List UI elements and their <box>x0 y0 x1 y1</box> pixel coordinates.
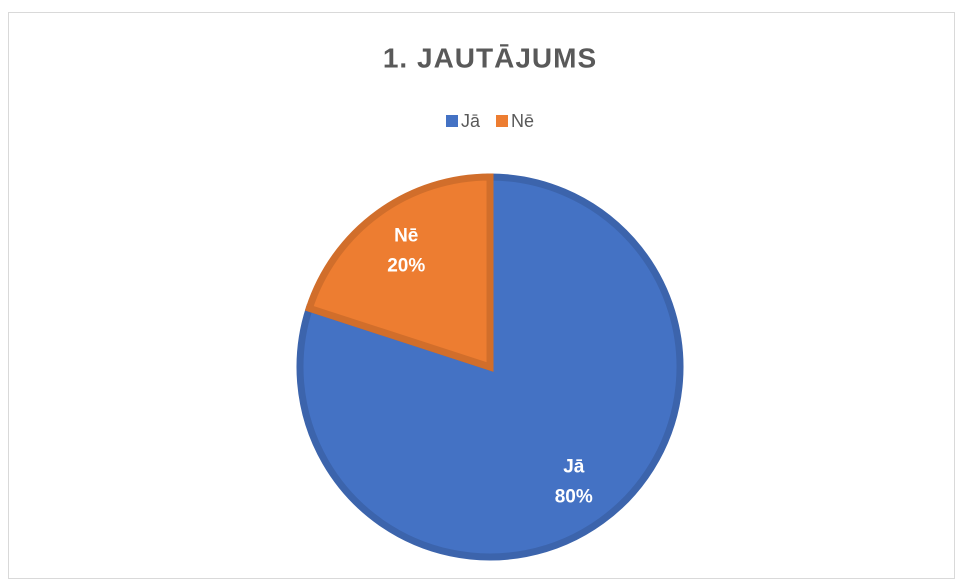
chart-title: 1. JAUTĀJUMS <box>383 42 597 73</box>
legend-swatch <box>446 115 458 127</box>
legend-label: Nē <box>511 111 534 131</box>
legend-swatch <box>496 115 508 127</box>
pie-slice <box>296 173 684 561</box>
data-label-category: Nē <box>394 226 418 247</box>
pie-slice <box>304 173 494 372</box>
data-label-value: 80% <box>555 486 593 507</box>
legend-label: Jā <box>461 111 481 131</box>
data-label-value: 20% <box>387 256 425 277</box>
data-label-category: Jā <box>563 456 585 477</box>
